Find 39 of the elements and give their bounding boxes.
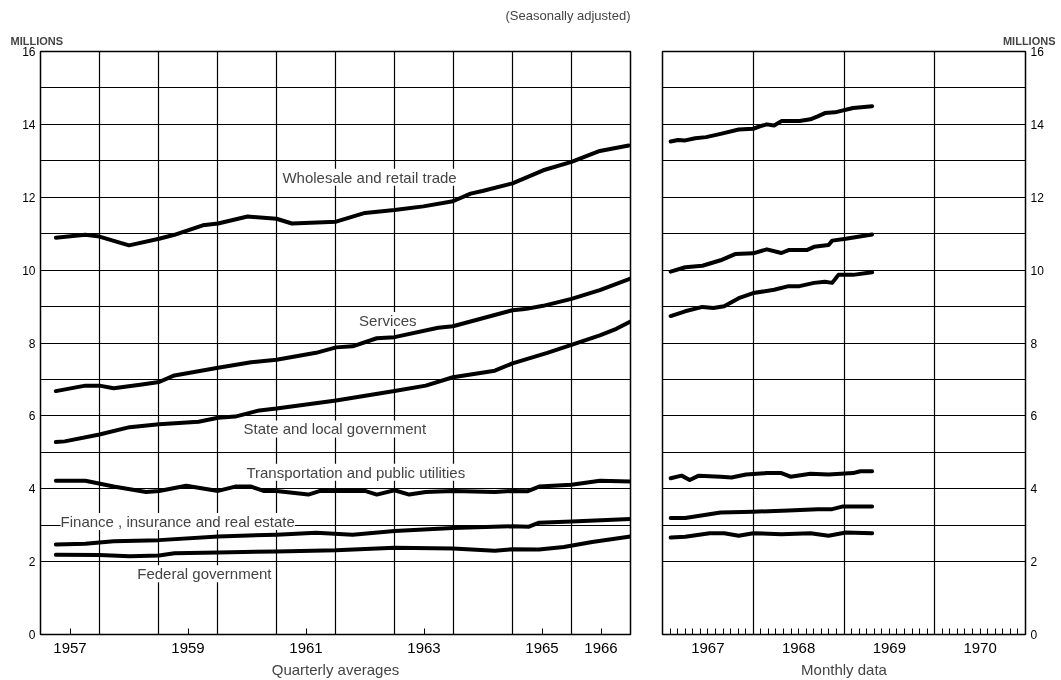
y-tick-label: 14 — [1030, 117, 1045, 132]
y-tick-label: 16 — [1030, 45, 1045, 59]
x-tick-label: 1957 — [53, 638, 87, 656]
y-tick-label: 10 — [22, 263, 36, 278]
x-tick-label: 1959 — [171, 638, 205, 656]
y-tick-label: 8 — [1030, 336, 1038, 351]
y-tick-label: 12 — [22, 190, 36, 205]
y-tick-label: 2 — [28, 555, 36, 570]
y-tick-label: 6 — [28, 409, 36, 424]
y-tick-label: 14 — [22, 117, 36, 132]
chart-subtitle: (Seasonally adjusted) — [505, 7, 631, 23]
series-label: State and local government — [243, 420, 427, 438]
y-tick-label: 16 — [22, 45, 36, 59]
series-label: Services — [359, 311, 417, 329]
x-tick-label: 1966 — [584, 638, 618, 656]
x-axis-title: Monthly data — [801, 660, 888, 678]
series-label: Transportation and public utilities — [246, 463, 466, 481]
x-tick-label: 1963 — [407, 638, 441, 656]
y-tick-label: 0 — [1030, 628, 1038, 642]
x-axis-title: Quarterly averages — [271, 660, 400, 678]
y-tick-label: 10 — [1030, 263, 1045, 278]
y-tick-label: 6 — [1030, 409, 1038, 424]
y-axis-title: MILLIONS — [1002, 34, 1056, 47]
x-tick-label: 1970 — [963, 638, 997, 656]
x-tick-label: 1967 — [691, 638, 725, 656]
y-axis-title: MILLIONS — [10, 34, 64, 47]
y-tick-label: 0 — [28, 628, 36, 642]
x-tick-label: 1969 — [872, 638, 907, 656]
x-tick-label: 1968 — [781, 638, 816, 656]
y-tick-label: 4 — [1030, 482, 1038, 497]
y-tick-label: 4 — [28, 482, 36, 497]
x-tick-label: 1961 — [289, 638, 323, 656]
y-tick-label: 2 — [1030, 555, 1038, 570]
series-label: Federal government — [137, 565, 273, 583]
series-label: Wholesale and retail trade — [282, 168, 457, 186]
y-tick-label: 8 — [28, 336, 36, 351]
series-label: Finance , insurance and real estate — [60, 513, 295, 531]
x-tick-label: 1965 — [525, 638, 559, 656]
y-tick-label: 12 — [1030, 190, 1045, 205]
